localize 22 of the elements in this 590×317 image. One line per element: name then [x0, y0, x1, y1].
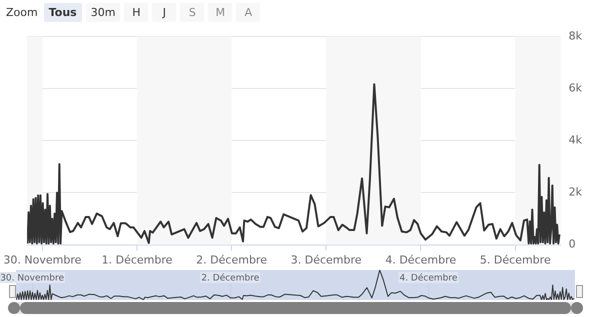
x-tick-label: 30. Novembre [0, 273, 64, 284]
x-tick-label: 5. Décembre [480, 253, 551, 266]
text: J [152, 3, 176, 22]
y-tick-label: 6k [568, 82, 583, 95]
y-tick-label: 4k [568, 134, 583, 147]
y-tick-label: 8k [568, 29, 583, 42]
x-tick-label: 2. Décembre [196, 253, 268, 266]
text: M [208, 3, 232, 22]
x-tick-label: 3. Décembre [290, 253, 362, 266]
text: Tous [44, 3, 82, 22]
x-tick-label: 30. Novembre [3, 253, 82, 266]
text: H [124, 3, 148, 22]
text: 30m [86, 3, 120, 22]
x-tick-label: 2. Décembre [201, 272, 260, 284]
y-tick-label: 2k [568, 186, 583, 199]
text: S [180, 3, 204, 22]
text: A [236, 3, 260, 22]
text: Zoom [5, 5, 39, 21]
x-tick-label: 1. Décembre [102, 253, 173, 266]
x-tick-label: 4. Décembre [385, 253, 456, 266]
x-tick-label: 4. Décembre [399, 272, 458, 284]
y-tick-label: 0 [568, 238, 576, 251]
